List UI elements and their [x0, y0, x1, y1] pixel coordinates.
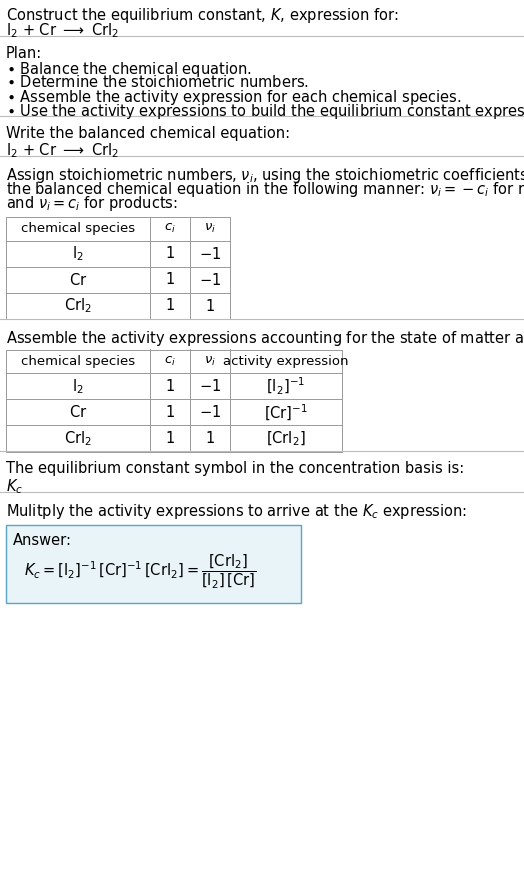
Text: $[\mathrm{CrI_2}]$: $[\mathrm{CrI_2}]$: [266, 429, 306, 448]
Text: $K_c$: $K_c$: [6, 477, 23, 496]
Text: $\nu_i$: $\nu_i$: [204, 222, 216, 236]
Text: chemical species: chemical species: [21, 222, 135, 236]
Text: and $\nu_i = c_i$ for products:: and $\nu_i = c_i$ for products:: [6, 194, 178, 213]
Text: Construct the equilibrium constant, $K$, expression for:: Construct the equilibrium constant, $K$,…: [6, 6, 399, 25]
Text: $\mathrm{CrI_2}$: $\mathrm{CrI_2}$: [64, 296, 92, 315]
Text: 1: 1: [166, 272, 174, 287]
Bar: [6, 349, 342, 452]
Bar: [6, 525, 301, 603]
Text: 1: 1: [166, 379, 174, 394]
Text: $\bullet$ Use the activity expressions to build the equilibrium constant express: $\bullet$ Use the activity expressions t…: [6, 101, 524, 121]
Text: 1: 1: [166, 246, 174, 261]
Text: Write the balanced chemical equation:: Write the balanced chemical equation:: [6, 126, 290, 141]
Text: $\mathrm{I_2}$: $\mathrm{I_2}$: [72, 244, 84, 263]
Text: $\mathrm{I_2}$: $\mathrm{I_2}$: [72, 377, 84, 396]
Text: $c_i$: $c_i$: [164, 355, 176, 368]
Text: $\bullet$ Determine the stoichiometric numbers.: $\bullet$ Determine the stoichiometric n…: [6, 74, 309, 90]
Text: chemical species: chemical species: [21, 355, 135, 368]
Text: The equilibrium constant symbol in the concentration basis is:: The equilibrium constant symbol in the c…: [6, 461, 464, 477]
Text: activity expression: activity expression: [223, 355, 349, 368]
Text: the balanced chemical equation in the following manner: $\nu_i = -c_i$ for react: the balanced chemical equation in the fo…: [6, 180, 524, 199]
Text: 1: 1: [166, 299, 174, 313]
Text: Assemble the activity expressions accounting for the state of matter and $\nu_i$: Assemble the activity expressions accoun…: [6, 329, 524, 348]
Text: $\mathrm{I_2}$ + Cr $\longrightarrow$ $\mathrm{CrI_2}$: $\mathrm{I_2}$ + Cr $\longrightarrow$ $\…: [6, 21, 119, 40]
Text: $-1$: $-1$: [199, 379, 221, 395]
Text: Plan:: Plan:: [6, 45, 42, 60]
Text: $\bullet$ Assemble the activity expression for each chemical species.: $\bullet$ Assemble the activity expressi…: [6, 88, 461, 107]
Text: $\mathrm{CrI_2}$: $\mathrm{CrI_2}$: [64, 429, 92, 448]
Text: $\nu_i$: $\nu_i$: [204, 355, 216, 368]
Text: $\mathrm{Cr}$: $\mathrm{Cr}$: [69, 404, 87, 420]
Text: $c_i$: $c_i$: [164, 222, 176, 236]
Text: Mulitply the activity expressions to arrive at the $K_c$ expression:: Mulitply the activity expressions to arr…: [6, 502, 467, 521]
Text: 1: 1: [166, 431, 174, 446]
Text: $K_c = [\mathrm{I_2}]^{-1}\,[\mathrm{Cr}]^{-1}\,[\mathrm{CrI_2}] =\dfrac{[\mathr: $K_c = [\mathrm{I_2}]^{-1}\,[\mathrm{Cr}…: [24, 552, 256, 590]
Text: $1$: $1$: [205, 430, 215, 446]
Text: Answer:: Answer:: [13, 533, 72, 548]
Text: $-1$: $-1$: [199, 272, 221, 288]
Text: 1: 1: [166, 405, 174, 420]
Text: $-1$: $-1$: [199, 245, 221, 261]
Text: $\mathrm{Cr}$: $\mathrm{Cr}$: [69, 272, 87, 288]
Text: $\mathrm{I_2}$ + Cr $\longrightarrow$ $\mathrm{CrI_2}$: $\mathrm{I_2}$ + Cr $\longrightarrow$ $\…: [6, 141, 119, 160]
Text: $1$: $1$: [205, 298, 215, 314]
Text: $-1$: $-1$: [199, 404, 221, 420]
Text: $[\mathrm{Cr}]^{-1}$: $[\mathrm{Cr}]^{-1}$: [264, 403, 308, 422]
Text: $[\mathrm{I_2}]^{-1}$: $[\mathrm{I_2}]^{-1}$: [267, 376, 305, 397]
Bar: [6, 217, 230, 319]
Text: Assign stoichiometric numbers, $\nu_i$, using the stoichiometric coefficients, $: Assign stoichiometric numbers, $\nu_i$, …: [6, 166, 524, 185]
Text: $\bullet$ Balance the chemical equation.: $\bullet$ Balance the chemical equation.: [6, 60, 252, 79]
